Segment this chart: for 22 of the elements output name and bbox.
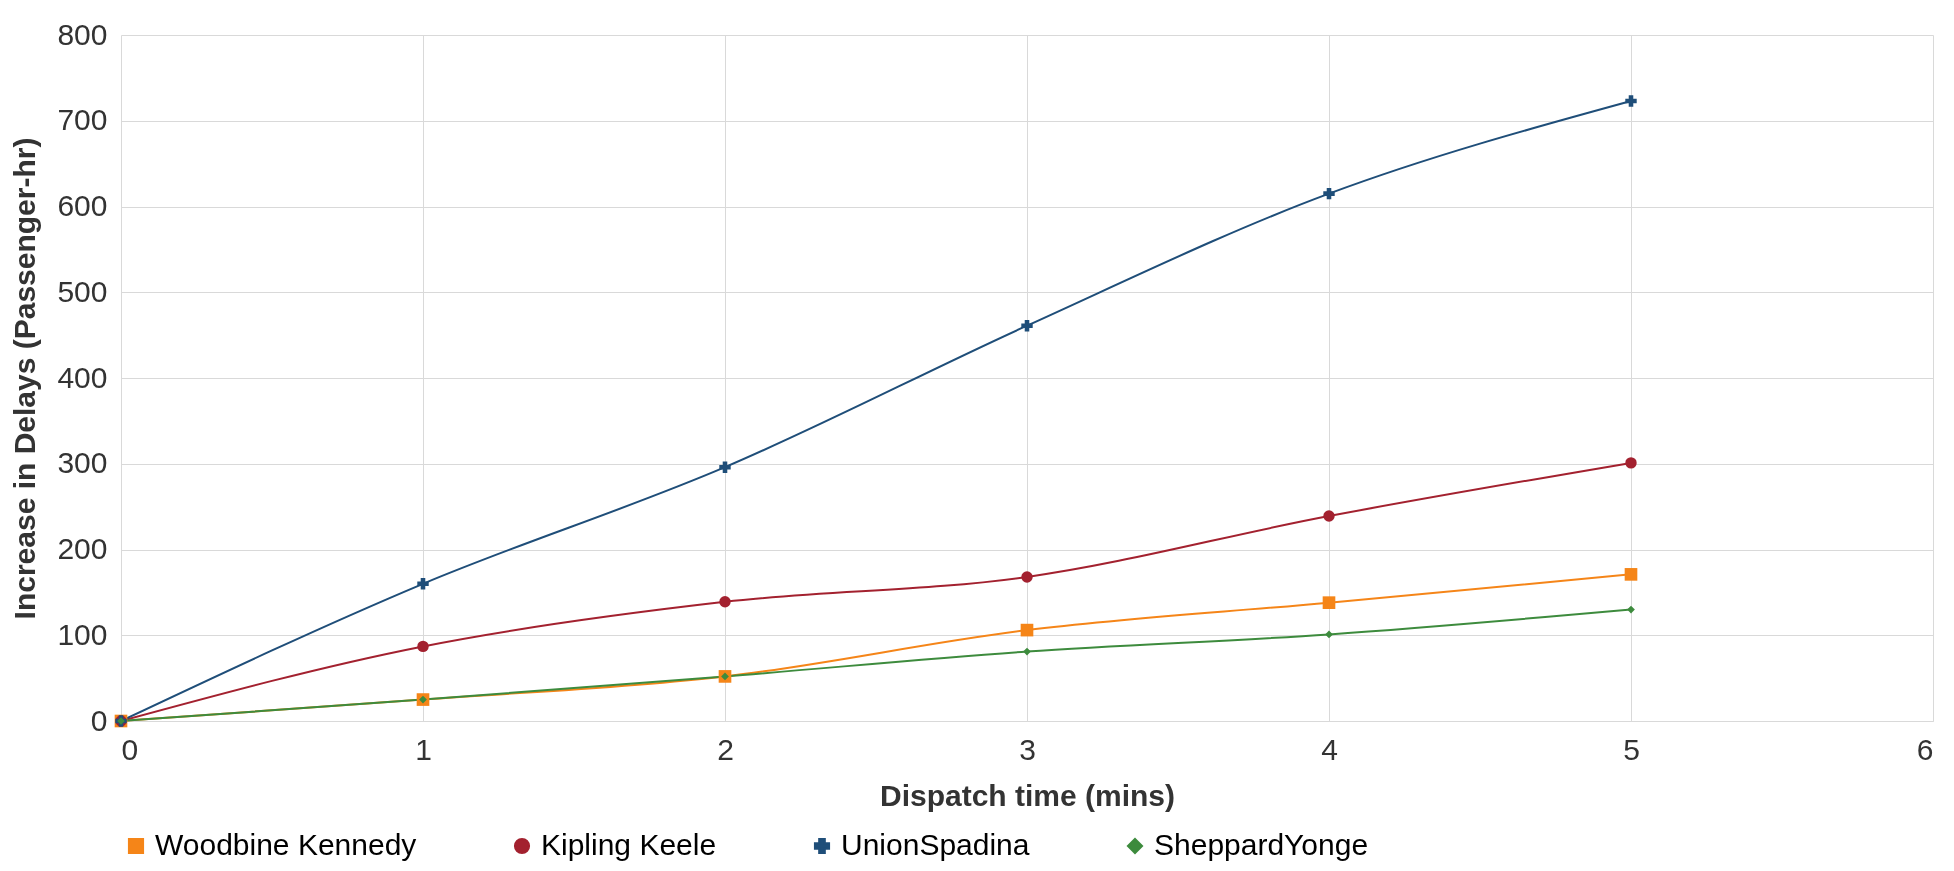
legend-label: UnionSpadina (841, 828, 1030, 861)
y-tick-label: 100 (57, 617, 108, 651)
y-tick-label: 400 (57, 360, 108, 394)
x-tick-label: 0 (121, 732, 139, 766)
y-tick-label: 200 (57, 532, 108, 565)
x-tick-label: 5 (1623, 732, 1640, 766)
x-tick-label: 2 (717, 732, 734, 766)
legend-label: SheppardYonge (1154, 828, 1369, 861)
x-tick-label: 1 (415, 732, 432, 766)
y-tick-label: 800 (57, 17, 108, 51)
y-tick-label: 700 (57, 103, 108, 137)
x-axis-title: Dispatch time (mins) (879, 778, 1176, 812)
x-tick-label: 4 (1321, 732, 1338, 766)
y-tick-label: 300 (57, 446, 108, 480)
legend-label: Woodbine Kennedy (155, 828, 417, 861)
legend-label: Kipling Keele (541, 828, 717, 861)
y-tick-label: 600 (57, 189, 108, 222)
y-axis-title: Increase in Delays (Passenger-hr) (8, 137, 42, 620)
y-tick-label: 500 (57, 274, 108, 308)
y-tick-label: 0 (90, 703, 108, 737)
x-tick-label: 6 (1916, 732, 1934, 766)
x-tick-label: 3 (1019, 732, 1036, 766)
